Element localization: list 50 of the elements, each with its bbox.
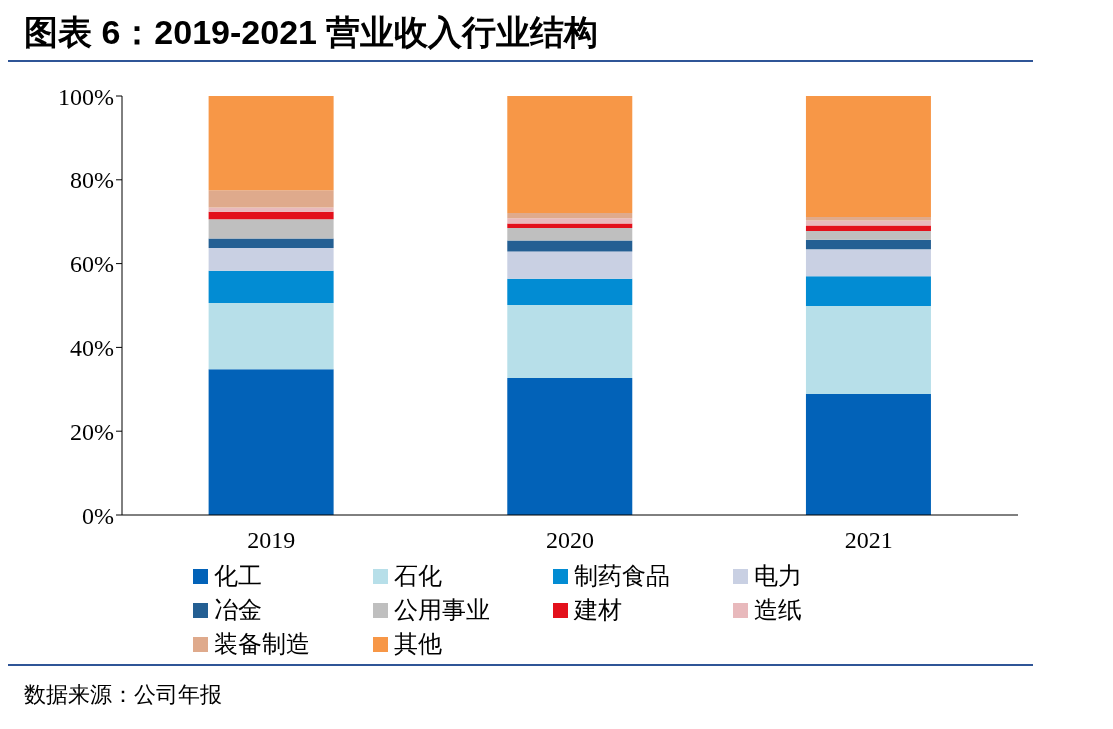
legend-label: 建材 — [574, 595, 622, 625]
chart-title: 图表 6：2019-2021 营业收入行业结构 — [23, 12, 600, 53]
bar — [507, 223, 633, 228]
x-tick-label: 2019 — [247, 527, 296, 554]
bar — [805, 220, 931, 226]
bar — [507, 218, 633, 224]
bar — [805, 393, 931, 515]
bar — [507, 251, 633, 279]
bar — [507, 240, 633, 252]
bar — [507, 227, 633, 241]
bar — [208, 238, 334, 249]
legend-label: 公用事业 — [394, 595, 490, 625]
bar — [208, 211, 334, 220]
bar — [208, 302, 334, 370]
bar — [805, 239, 931, 250]
legend-label: 其他 — [394, 629, 442, 659]
source-note: 数据来源：公司年报 — [23, 681, 223, 709]
bar — [208, 270, 334, 303]
bar — [805, 305, 931, 394]
bar — [208, 219, 334, 239]
y-tick-label: 80% — [70, 167, 114, 194]
bar — [507, 278, 633, 306]
bar — [208, 190, 334, 208]
legend-label: 造纸 — [754, 595, 802, 625]
legend-label: 石化 — [394, 561, 442, 591]
bar — [208, 369, 334, 515]
bar — [208, 248, 334, 271]
bar — [208, 96, 334, 191]
y-tick-label: 0% — [82, 502, 114, 529]
y-tick-label: 60% — [70, 251, 114, 278]
y-tick-label: 100% — [58, 83, 114, 110]
bar — [507, 96, 633, 213]
bar — [507, 212, 633, 219]
bar — [805, 225, 931, 231]
y-tick-label: 40% — [70, 334, 114, 361]
bar — [805, 276, 931, 306]
legend-label: 电力 — [754, 561, 802, 591]
bar — [208, 207, 334, 212]
bar — [805, 96, 931, 218]
legend-label: 装备制造 — [214, 629, 310, 659]
x-tick-label: 2021 — [844, 527, 893, 554]
legend-label: 制药食品 — [574, 561, 670, 591]
x-tick-label: 2020 — [546, 527, 594, 554]
legend-label: 冶金 — [214, 595, 262, 625]
bar — [805, 249, 931, 277]
legend-label: 化工 — [214, 561, 262, 591]
y-tick-label: 20% — [70, 418, 114, 445]
bar — [507, 305, 633, 378]
bar — [805, 230, 931, 240]
bar — [507, 377, 633, 515]
